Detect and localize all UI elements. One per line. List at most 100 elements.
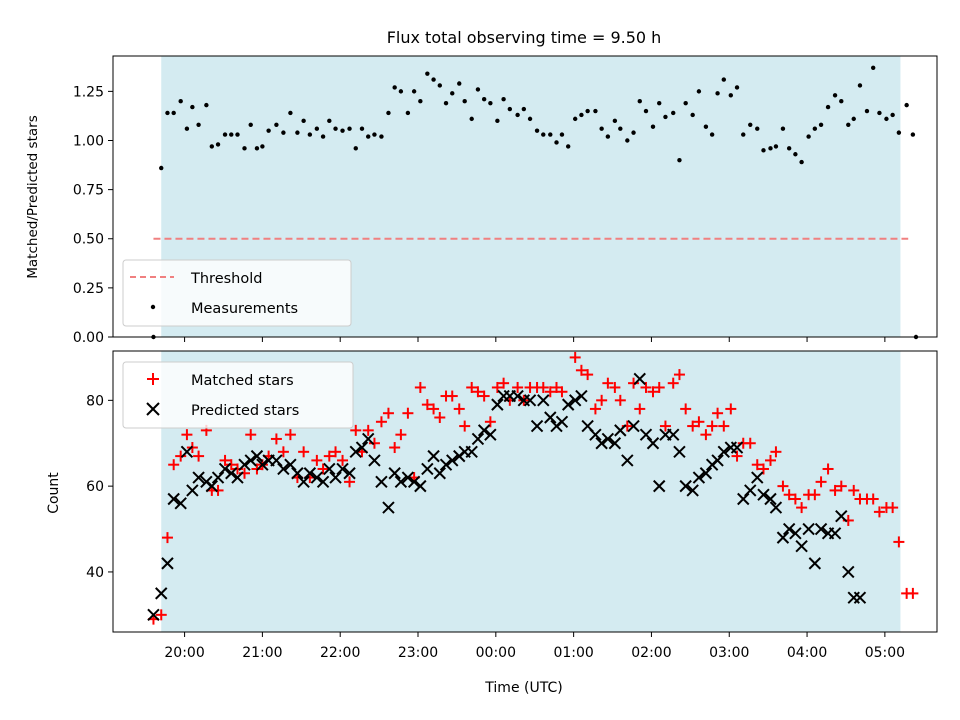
matched-star-point [362,424,374,436]
measurement-point [392,85,397,90]
measurement-point [327,118,332,124]
measurement-point [839,98,844,104]
matched-star-point [907,587,919,599]
predicted-star-point [814,522,828,536]
measurement-point [372,132,377,137]
matched-star-point [777,480,789,492]
measurement-point [405,110,411,116]
predicted-star-point [174,497,187,510]
measurement-point [761,148,766,153]
matched-star-point [822,463,834,475]
predicted-star-point [329,471,342,484]
predicted-star-point [530,419,544,433]
predicted-star-point [161,557,174,570]
matched-star-point [193,450,205,462]
measurement-point [248,122,253,127]
measurement-point [904,102,909,108]
measurement-point [677,157,682,163]
measurement-point [301,118,306,124]
measurement-point [671,110,676,116]
predicted-star-point [795,539,808,553]
measurement-point [721,77,727,82]
measurement-point [728,93,734,98]
predicted-star-point [769,501,783,514]
predicted-star-point [382,501,395,514]
matched-star-point [344,476,356,488]
matched-star-point [337,454,349,466]
measurement-point [418,98,423,104]
measurement-point [527,116,533,122]
time-x-axis-label: Time (UTC) [484,680,562,696]
predicted-star-point [614,424,627,437]
predicted-star-point [477,424,491,437]
matched-star-point [596,394,608,406]
matched-star-point [667,377,679,389]
matched-star-point [796,502,808,514]
count-legend: Matched stars Predicted stars [122,361,354,429]
predicted-star-point [303,467,317,480]
matched-star-point [428,403,440,415]
predicted-star-point [297,475,310,489]
matched-star-point [718,420,730,432]
measurement-point [457,81,462,86]
matched-star-point [544,386,556,398]
measurement-point [165,110,170,116]
measurement-point [741,132,746,137]
predicted-star-point [427,449,440,463]
matched-star-point [589,403,601,415]
measurement-point [266,128,271,133]
y-tick-label: 0.50 [73,232,104,248]
measurement-point [209,144,215,149]
measurement-point [832,93,838,98]
predicted-star-point [673,445,686,459]
ratio-y-ticks: 0.00 0.25 0.50 0.75 1.00 1.25 [73,84,113,346]
predicted-star-point [465,445,478,459]
matched-star-point [893,536,905,548]
predicted-star-point [653,479,666,493]
legend-matched-label: Matched stars [191,373,294,389]
predicted-star-point [186,484,199,497]
predicted-star-point [802,522,815,536]
matched-star-point [512,381,524,393]
predicted-star-point [439,458,453,471]
measurement-point [288,110,293,116]
predicted-star-point [167,492,180,506]
predicted-star-point [744,484,757,497]
predicted-star-point [692,471,706,484]
matched-star-point [323,450,335,462]
measurement-point [178,98,183,104]
predicted-star-point [608,437,622,450]
measurement-point [462,98,467,104]
matched-star-point [575,364,587,376]
measurement-point [443,100,449,106]
predicted-star-point [633,372,646,386]
measurement-point [254,146,260,151]
measurement-point [884,116,889,122]
matched-star-point [873,506,885,518]
predicted-star-point [537,394,550,407]
measurement-point [643,108,649,114]
matched-stars-layer [147,351,919,625]
matched-star-point [375,416,387,428]
predicted-star-point [250,449,264,463]
measurement-point [755,126,760,131]
matched-star-point [789,493,801,505]
matched-star-point [311,454,323,466]
predicted-star-point [349,445,362,459]
predicted-star-point [627,419,640,433]
measurement-point [215,142,221,147]
predicted-star-point [523,394,537,407]
measurement-point [359,126,365,131]
matched-star-point [389,442,401,454]
predicted-star-point [764,492,777,506]
predicted-star-point [323,462,336,476]
measurement-point [793,152,798,157]
measurement-point [663,114,668,120]
matched-star-point [270,433,282,445]
predicted-star-point [277,462,290,476]
measurement-point [877,110,882,116]
matched-star-point [414,381,426,393]
predicted-star-point [730,441,744,454]
predicted-star-point [601,432,615,446]
